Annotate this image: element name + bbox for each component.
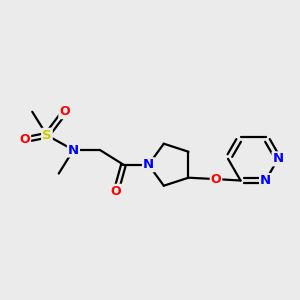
Text: O: O — [59, 105, 70, 118]
Text: N: N — [272, 152, 284, 165]
Text: O: O — [211, 172, 221, 186]
Text: N: N — [260, 174, 271, 187]
Text: N: N — [68, 143, 79, 157]
Text: O: O — [20, 133, 30, 146]
Text: O: O — [111, 185, 122, 198]
Text: N: N — [143, 158, 154, 171]
Text: S: S — [42, 129, 52, 142]
